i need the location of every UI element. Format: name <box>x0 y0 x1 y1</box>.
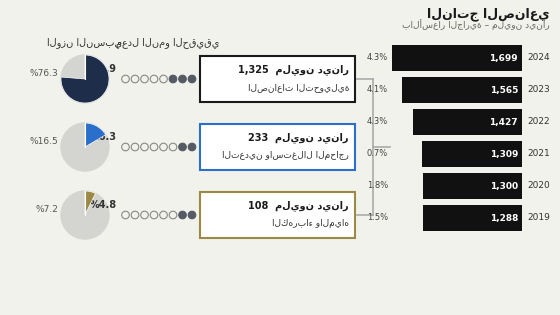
Bar <box>200 124 355 170</box>
Text: 2019: 2019 <box>527 214 550 222</box>
Text: 108  مليون دينار: 108 مليون دينار <box>249 201 349 211</box>
Circle shape <box>61 191 109 239</box>
Text: 1,309: 1,309 <box>489 150 518 158</box>
Text: %16.5: %16.5 <box>29 138 58 146</box>
Text: %7.2: %7.2 <box>35 205 58 215</box>
Bar <box>423 173 522 199</box>
Text: بالأسعار الجارية – مليون دينار: بالأسعار الجارية – مليون دينار <box>402 19 550 30</box>
Text: 0.7%: 0.7% <box>367 150 388 158</box>
Circle shape <box>61 55 109 103</box>
Text: الناتج الصناعي: الناتج الصناعي <box>427 7 550 20</box>
Bar <box>423 205 522 231</box>
Text: 1,300: 1,300 <box>490 181 518 191</box>
Text: 1,699: 1,699 <box>489 54 518 62</box>
Text: 233  مليون دينار: 233 مليون دينار <box>249 133 349 143</box>
Circle shape <box>188 143 196 151</box>
Circle shape <box>169 75 177 83</box>
Circle shape <box>188 211 196 219</box>
Text: 1,325  مليون دينار: 1,325 مليون دينار <box>238 65 349 75</box>
Text: 2020: 2020 <box>527 181 550 191</box>
Text: %6.3: %6.3 <box>90 132 116 142</box>
Text: الصناعات التحويلية: الصناعات التحويلية <box>248 83 349 93</box>
Text: 4.3%: 4.3% <box>367 117 388 127</box>
Text: 4.1%: 4.1% <box>367 85 388 94</box>
Text: الكهرباء والمياه: الكهرباء والمياه <box>272 220 349 228</box>
Wedge shape <box>85 191 96 215</box>
Bar <box>413 109 522 135</box>
Text: 1.5%: 1.5% <box>367 214 388 222</box>
Text: 1,565: 1,565 <box>489 85 518 94</box>
Text: %4.8: %4.8 <box>90 200 116 210</box>
Text: 2024: 2024 <box>527 54 549 62</box>
Circle shape <box>179 75 186 83</box>
Circle shape <box>179 143 186 151</box>
Text: 2022: 2022 <box>527 117 549 127</box>
Bar <box>200 56 355 102</box>
Bar <box>392 45 522 71</box>
Text: الوزن النسبي: الوزن النسبي <box>48 37 123 48</box>
Text: 1,288: 1,288 <box>489 214 518 222</box>
Circle shape <box>188 75 196 83</box>
Text: 1,427: 1,427 <box>489 117 518 127</box>
Text: التعدين واستغلال المحاجر: التعدين واستغلال المحاجر <box>222 152 349 161</box>
Bar <box>200 192 355 238</box>
Circle shape <box>61 123 109 171</box>
Text: %76.3: %76.3 <box>29 70 58 78</box>
Text: 2021: 2021 <box>527 150 550 158</box>
Text: معدل النمو الحقيقي: معدل النمو الحقيقي <box>116 37 220 48</box>
Text: 1.8%: 1.8% <box>367 181 388 191</box>
Text: 4.3%: 4.3% <box>367 54 388 62</box>
Bar <box>422 141 522 167</box>
Text: %3.9: %3.9 <box>90 64 116 74</box>
Circle shape <box>179 211 186 219</box>
Text: 2023: 2023 <box>527 85 550 94</box>
Wedge shape <box>61 55 109 103</box>
Wedge shape <box>85 123 106 147</box>
Bar <box>402 77 522 103</box>
